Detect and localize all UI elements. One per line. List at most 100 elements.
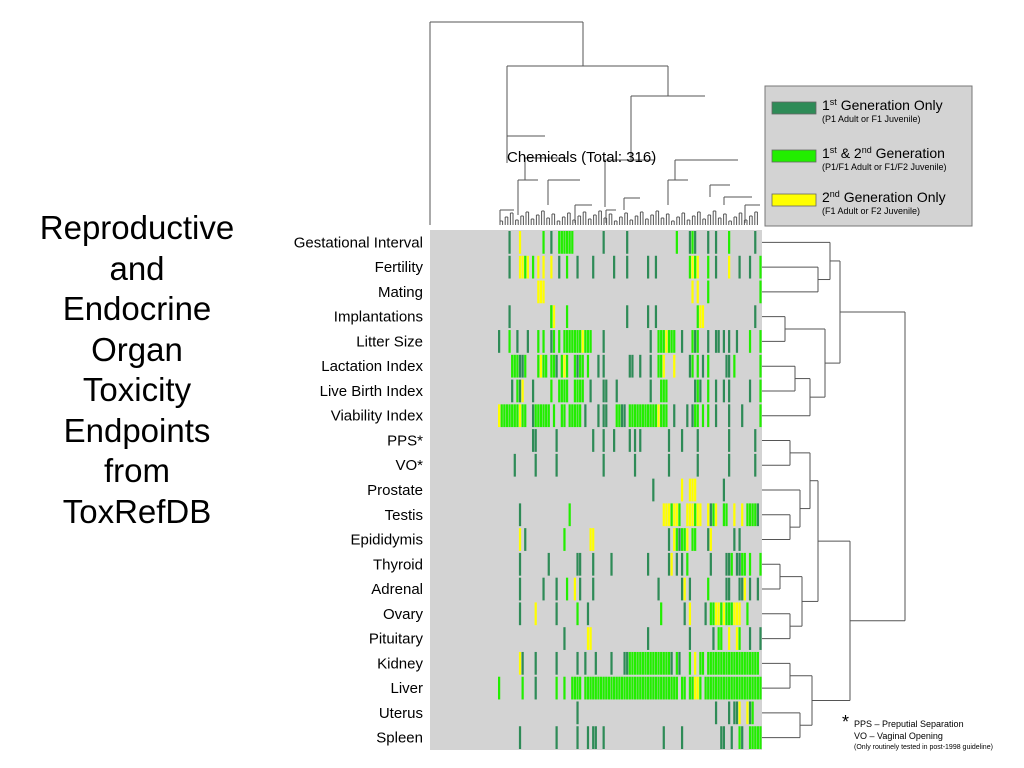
row-label: VO* — [395, 457, 423, 474]
row-label: Gestational Interval — [294, 234, 423, 251]
heatmap-cell — [589, 379, 592, 403]
row-labels: Gestational Interval Fertility Mating Impla… — [294, 234, 424, 746]
heatmap-cell — [563, 528, 566, 551]
heatmap-cell — [670, 503, 673, 527]
heatmap-cell — [605, 404, 608, 428]
heatmap-cell — [735, 701, 739, 725]
heatmap-cells — [498, 231, 762, 749]
heatmap-cell — [714, 255, 718, 279]
heatmap-cell — [639, 651, 642, 675]
heatmap-cell — [524, 255, 527, 279]
heatmap-cell — [712, 627, 715, 650]
heatmap-cell — [620, 404, 624, 428]
heatmap-cell — [728, 429, 731, 452]
legend-detail: (F1 Adult or F2 Juvenile) — [822, 206, 920, 216]
heatmap-cell — [694, 404, 697, 428]
heatmap-cell — [714, 651, 718, 675]
heatmap-cell — [592, 429, 595, 452]
heatmap-cell — [565, 305, 569, 329]
heatmap-cell — [722, 676, 726, 700]
heatmap-cell — [707, 577, 710, 601]
heatmap-cell — [662, 404, 665, 428]
heatmap-cell — [754, 429, 757, 452]
heatmap-cell — [694, 379, 697, 403]
heatmap-cell — [508, 231, 511, 254]
heatmap-cell — [605, 379, 608, 403]
heatmap-cell — [738, 255, 741, 279]
heatmap-cell — [735, 552, 739, 576]
heatmap-cell — [579, 577, 582, 601]
row-label: PPS* — [387, 433, 423, 450]
heatmap-cell — [602, 453, 605, 477]
heatmap-cell — [542, 404, 545, 428]
heatmap-cell — [550, 305, 553, 329]
heatmap-cell — [602, 354, 605, 378]
heatmap-cell — [759, 354, 762, 378]
heatmap-cell — [542, 330, 545, 353]
heatmap-cell — [712, 503, 715, 527]
heatmap-cell — [550, 379, 553, 403]
heatmap-cell — [675, 503, 678, 527]
heatmap-cell — [542, 231, 545, 254]
row-label: Live Birth Index — [320, 383, 424, 400]
heatmap-cell — [654, 305, 658, 329]
heatmap-cell — [725, 602, 728, 626]
heatmap-cell — [699, 379, 702, 403]
heatmap-cell — [741, 676, 744, 700]
heatmap-cell — [657, 404, 660, 428]
heatmap-cell — [701, 651, 705, 675]
heatmap-cell — [589, 528, 592, 551]
heatmap-cell — [694, 231, 697, 254]
heatmap-cell — [733, 602, 736, 626]
heatmap-cell — [722, 330, 726, 353]
heatmap-cell — [579, 379, 582, 403]
heatmap-cell — [733, 651, 736, 675]
heatmap-cell — [586, 676, 590, 700]
heatmap-cell — [615, 404, 618, 428]
heatmap-cell — [511, 354, 514, 378]
heatmap-cell — [550, 330, 553, 353]
heatmap-cell — [728, 552, 731, 576]
heatmap-cell — [560, 404, 563, 428]
row-label: Implantations — [334, 309, 423, 326]
heatmap-cell — [667, 528, 671, 551]
heatmap-cell — [518, 552, 522, 576]
heatmap-cell — [657, 330, 660, 353]
heatmap-cell — [660, 404, 663, 428]
heatmap-cell — [717, 651, 720, 675]
heatmap-cell — [675, 528, 678, 551]
heatmap-cell — [696, 676, 699, 700]
heatmap-cell — [518, 651, 522, 675]
heatmap-cell — [534, 404, 537, 428]
heatmap-cell — [696, 330, 699, 353]
heatmap-cell — [518, 231, 522, 254]
heatmap-cell — [759, 280, 762, 304]
row-label: Pituitary — [369, 631, 424, 648]
heatmap-cell — [602, 231, 605, 254]
heatmap-cell — [615, 676, 618, 700]
heatmap-cell — [722, 651, 726, 675]
heatmap-cell — [649, 354, 652, 378]
heatmap-cell — [728, 453, 731, 477]
heatmap-cell — [586, 602, 590, 626]
heatmap-cell — [573, 379, 577, 403]
heatmap-cell — [662, 354, 665, 378]
heatmap-cell — [748, 627, 752, 650]
heatmap-cell — [707, 528, 710, 551]
heatmap-cell — [714, 404, 718, 428]
heatmap-cell — [521, 404, 524, 428]
heatmap-cell — [667, 503, 671, 527]
heatmap-cell — [571, 676, 574, 700]
heatmap-cell — [516, 404, 519, 428]
heatmap-cell — [675, 676, 678, 700]
heatmap-cell — [686, 503, 689, 527]
heatmap-cell — [709, 651, 712, 675]
heatmap-cell — [568, 231, 571, 254]
heatmap-cell — [691, 231, 694, 254]
heatmap-cell — [694, 676, 697, 700]
heatmap-cell — [597, 354, 600, 378]
heatmap-cell — [500, 404, 503, 428]
heatmap-cell — [707, 280, 710, 304]
heatmap-cell — [662, 676, 665, 700]
heatmap-cell — [628, 651, 631, 675]
